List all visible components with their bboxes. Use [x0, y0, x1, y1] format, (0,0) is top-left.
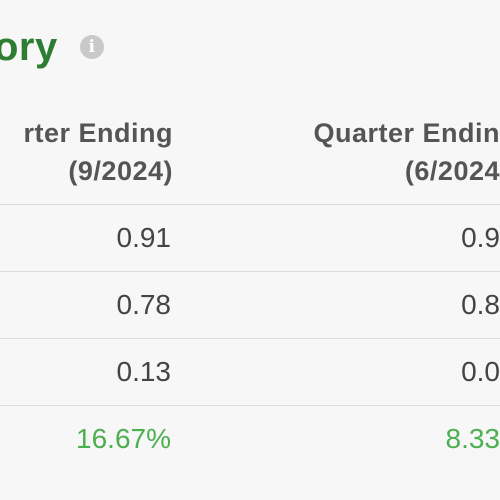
table-cell-percent: 8.33: [175, 405, 500, 472]
table-header-row: rter Ending (9/2024) Quarter Endin (6/20…: [0, 108, 500, 205]
table-cell-percent: 16.67%: [0, 405, 175, 472]
section-header: ory i: [0, 22, 104, 72]
info-icon[interactable]: i: [79, 35, 104, 59]
table-row: 0.13 0.0: [0, 338, 500, 406]
table-cell: 0.78: [0, 271, 175, 339]
history-table: rter Ending (9/2024) Quarter Endin (6/20…: [0, 108, 500, 472]
table-row-percent: 16.67% 8.33: [0, 405, 500, 472]
table-row: 0.78 0.8: [0, 271, 500, 339]
column-header-q-sep-2024: rter Ending (9/2024): [23, 118, 173, 186]
table-cell: 0.91: [0, 204, 175, 272]
table-cell: 0.0: [175, 338, 500, 406]
table-cell: 0.8: [175, 271, 500, 339]
table-row: 0.91 0.9: [0, 204, 500, 272]
table-cell: 0.13: [0, 338, 175, 406]
column-header-q-jun-2024: Quarter Endin (6/2024: [313, 118, 500, 186]
section-title: ory: [0, 24, 58, 69]
table-cell: 0.9: [175, 204, 500, 272]
